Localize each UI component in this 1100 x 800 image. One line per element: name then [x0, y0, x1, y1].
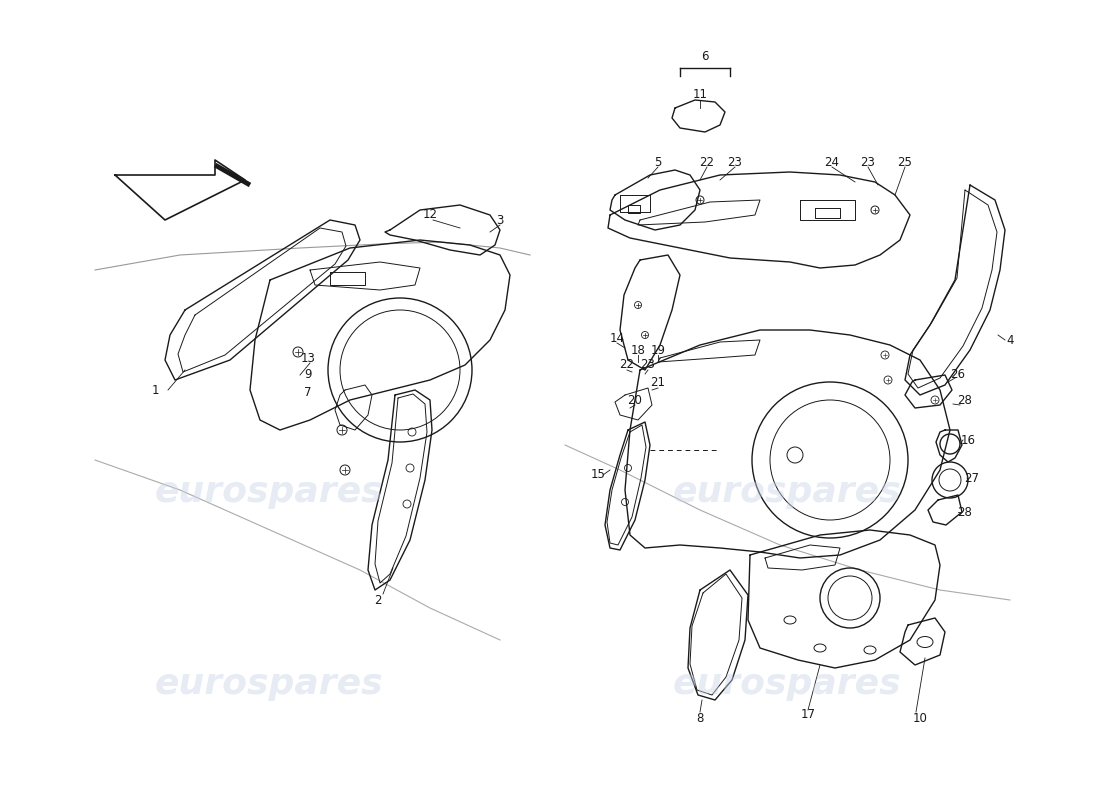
- Text: eurospares: eurospares: [155, 667, 384, 701]
- Text: 10: 10: [913, 711, 927, 725]
- Text: 4: 4: [1006, 334, 1014, 346]
- Text: 23: 23: [860, 155, 876, 169]
- Text: 20: 20: [628, 394, 642, 406]
- Text: 22: 22: [619, 358, 635, 371]
- Text: 28: 28: [958, 506, 972, 518]
- Text: 23: 23: [727, 155, 742, 169]
- Text: 24: 24: [825, 155, 839, 169]
- Text: 27: 27: [965, 471, 979, 485]
- Text: 21: 21: [650, 377, 666, 390]
- Text: 25: 25: [898, 155, 912, 169]
- Text: 19: 19: [650, 343, 666, 357]
- Text: eurospares: eurospares: [155, 475, 384, 509]
- Text: 13: 13: [300, 351, 316, 365]
- Text: 7: 7: [305, 386, 311, 399]
- Text: 12: 12: [422, 209, 438, 222]
- Text: 18: 18: [630, 343, 646, 357]
- Text: 22: 22: [700, 155, 715, 169]
- Text: 1: 1: [152, 383, 158, 397]
- Text: 6: 6: [702, 50, 708, 63]
- Text: 2: 2: [374, 594, 382, 606]
- Text: 28: 28: [958, 394, 972, 406]
- Text: eurospares: eurospares: [672, 475, 901, 509]
- Text: 5: 5: [654, 155, 662, 169]
- Text: 14: 14: [609, 331, 625, 345]
- Text: 9: 9: [305, 369, 311, 382]
- Text: 3: 3: [496, 214, 504, 226]
- Text: 23: 23: [640, 358, 656, 371]
- Text: 8: 8: [696, 711, 704, 725]
- Text: 26: 26: [950, 369, 966, 382]
- Text: eurospares: eurospares: [672, 667, 901, 701]
- Text: 11: 11: [693, 89, 707, 102]
- Text: 17: 17: [801, 709, 815, 722]
- Text: 15: 15: [591, 469, 605, 482]
- Text: 16: 16: [960, 434, 976, 446]
